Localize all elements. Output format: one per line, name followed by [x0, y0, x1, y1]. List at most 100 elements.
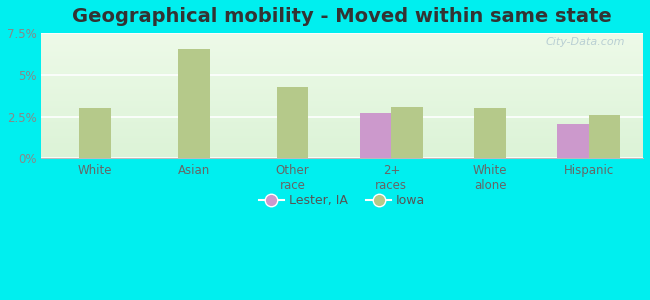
Bar — [41, 156, 643, 157]
Legend: Lester, IA, Iowa: Lester, IA, Iowa — [254, 189, 430, 212]
Bar — [41, 127, 643, 128]
Bar — [41, 77, 643, 78]
Bar — [41, 51, 643, 52]
Bar — [41, 108, 643, 109]
Bar — [41, 122, 643, 123]
Bar — [41, 65, 643, 66]
Bar — [41, 60, 643, 61]
Text: City-Data.com: City-Data.com — [545, 37, 625, 47]
Bar — [41, 136, 643, 137]
Bar — [41, 114, 643, 115]
Title: Geographical mobility - Moved within same state: Geographical mobility - Moved within sam… — [72, 7, 612, 26]
Bar — [41, 57, 643, 58]
Bar — [41, 145, 643, 146]
Bar — [41, 119, 643, 120]
Bar — [41, 154, 643, 155]
Bar — [41, 38, 643, 39]
Bar — [41, 41, 643, 42]
Bar — [41, 49, 643, 50]
Bar — [41, 87, 643, 88]
Bar — [41, 92, 643, 93]
Bar — [41, 104, 643, 105]
Bar — [41, 96, 643, 97]
Bar — [589, 115, 620, 158]
Bar — [41, 79, 643, 80]
Bar — [41, 137, 643, 138]
Bar — [41, 37, 643, 38]
Bar — [391, 107, 423, 158]
Bar — [41, 115, 643, 116]
Bar — [41, 66, 643, 67]
Bar — [359, 113, 391, 158]
Bar — [41, 73, 643, 74]
Bar — [557, 124, 589, 158]
Bar — [41, 149, 643, 150]
Bar — [41, 67, 643, 68]
Bar — [41, 150, 643, 151]
Bar — [41, 40, 643, 41]
Bar — [41, 70, 643, 71]
Bar — [41, 151, 643, 152]
Bar — [41, 48, 643, 49]
Bar — [41, 90, 643, 91]
Bar — [178, 49, 210, 158]
Bar — [41, 148, 643, 149]
Bar — [41, 97, 643, 98]
Bar — [41, 121, 643, 122]
Bar — [41, 130, 643, 131]
Bar — [41, 33, 643, 34]
Bar — [41, 53, 643, 54]
Bar — [41, 94, 643, 95]
Bar — [41, 126, 643, 127]
Bar — [41, 75, 643, 76]
Bar — [79, 108, 111, 158]
Bar — [41, 80, 643, 81]
Bar — [41, 68, 643, 69]
Bar — [41, 81, 643, 82]
Bar — [41, 91, 643, 92]
Bar — [41, 88, 643, 89]
Bar — [41, 129, 643, 130]
Bar — [41, 74, 643, 75]
Bar — [41, 120, 643, 121]
Bar — [41, 98, 643, 99]
Bar — [41, 40, 643, 41]
Bar — [41, 106, 643, 107]
Bar — [41, 101, 643, 102]
Bar — [41, 105, 643, 106]
Bar — [41, 138, 643, 139]
Bar — [41, 142, 643, 143]
Bar — [41, 36, 643, 37]
Bar — [41, 55, 643, 56]
Bar — [41, 93, 643, 94]
Bar — [41, 62, 643, 63]
Bar — [41, 72, 643, 73]
Bar — [41, 50, 643, 51]
Bar — [41, 133, 643, 134]
Bar — [41, 110, 643, 111]
Bar — [41, 45, 643, 46]
Bar — [41, 103, 643, 104]
Bar — [41, 39, 643, 40]
Bar — [41, 135, 643, 136]
Bar — [41, 64, 643, 65]
Bar — [41, 42, 643, 43]
Bar — [41, 84, 643, 85]
Bar — [41, 58, 643, 59]
Bar — [41, 131, 643, 132]
Bar — [41, 117, 643, 118]
Bar — [41, 140, 643, 141]
Bar — [41, 46, 643, 47]
Bar — [41, 141, 643, 142]
Bar — [41, 85, 643, 86]
Bar — [474, 108, 506, 158]
Bar — [41, 123, 643, 124]
Bar — [41, 153, 643, 154]
Bar — [41, 99, 643, 100]
Bar — [41, 143, 643, 144]
Bar — [41, 34, 643, 35]
Bar — [41, 124, 643, 125]
Bar — [41, 146, 643, 147]
Bar — [41, 43, 643, 44]
Bar — [41, 139, 643, 140]
